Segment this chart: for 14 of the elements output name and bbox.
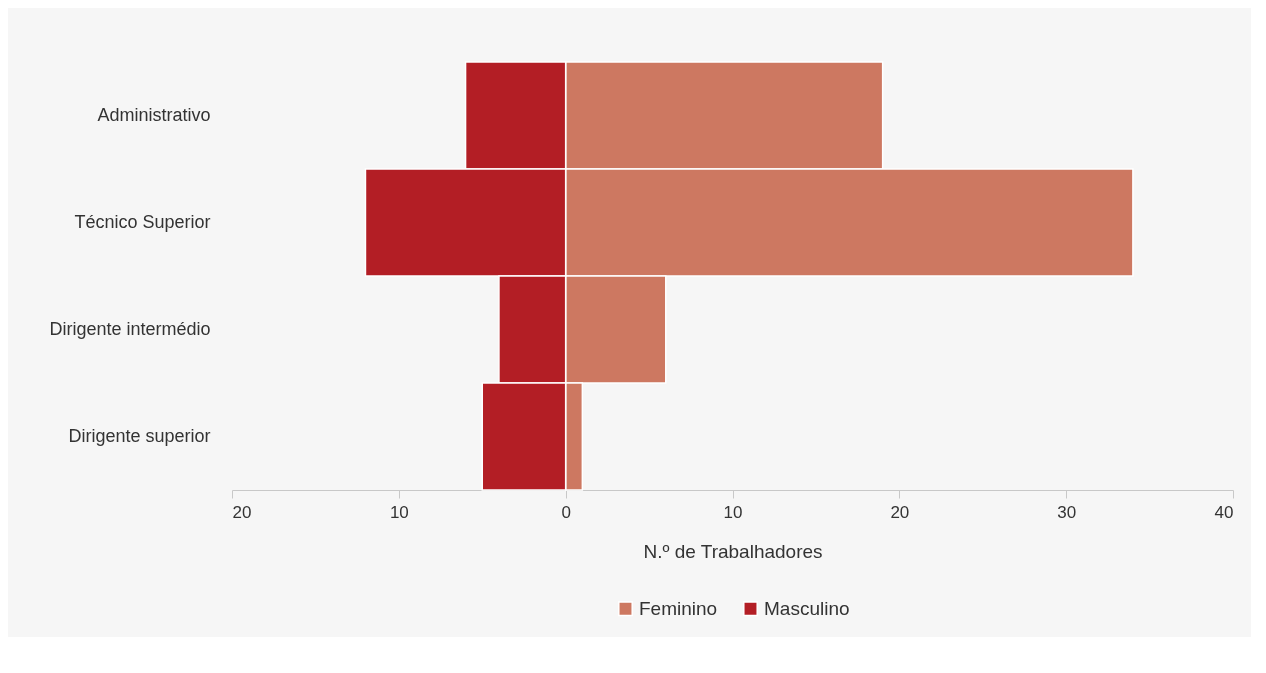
legend-label: Feminino: [639, 597, 718, 619]
y-tick-label: Administrativo: [97, 104, 211, 125]
x-tick-label: 10: [389, 502, 409, 522]
x-tick-label: 0: [561, 502, 571, 522]
x-tick-label: 40: [1214, 502, 1234, 522]
y-tick-label: Dirigente superior: [68, 425, 211, 446]
x-axis-title: N.º de Trabalhadores: [643, 540, 823, 562]
x-tick-label: 30: [1057, 502, 1077, 522]
y-tick-label: Técnico Superior: [74, 211, 211, 232]
x-tick-label: 20: [232, 502, 252, 522]
y-tick-label: Dirigente intermédio: [49, 318, 211, 339]
x-tick-label: 10: [723, 502, 743, 522]
x-tick-label: 20: [890, 502, 910, 522]
legend-label: Masculino: [764, 597, 850, 619]
